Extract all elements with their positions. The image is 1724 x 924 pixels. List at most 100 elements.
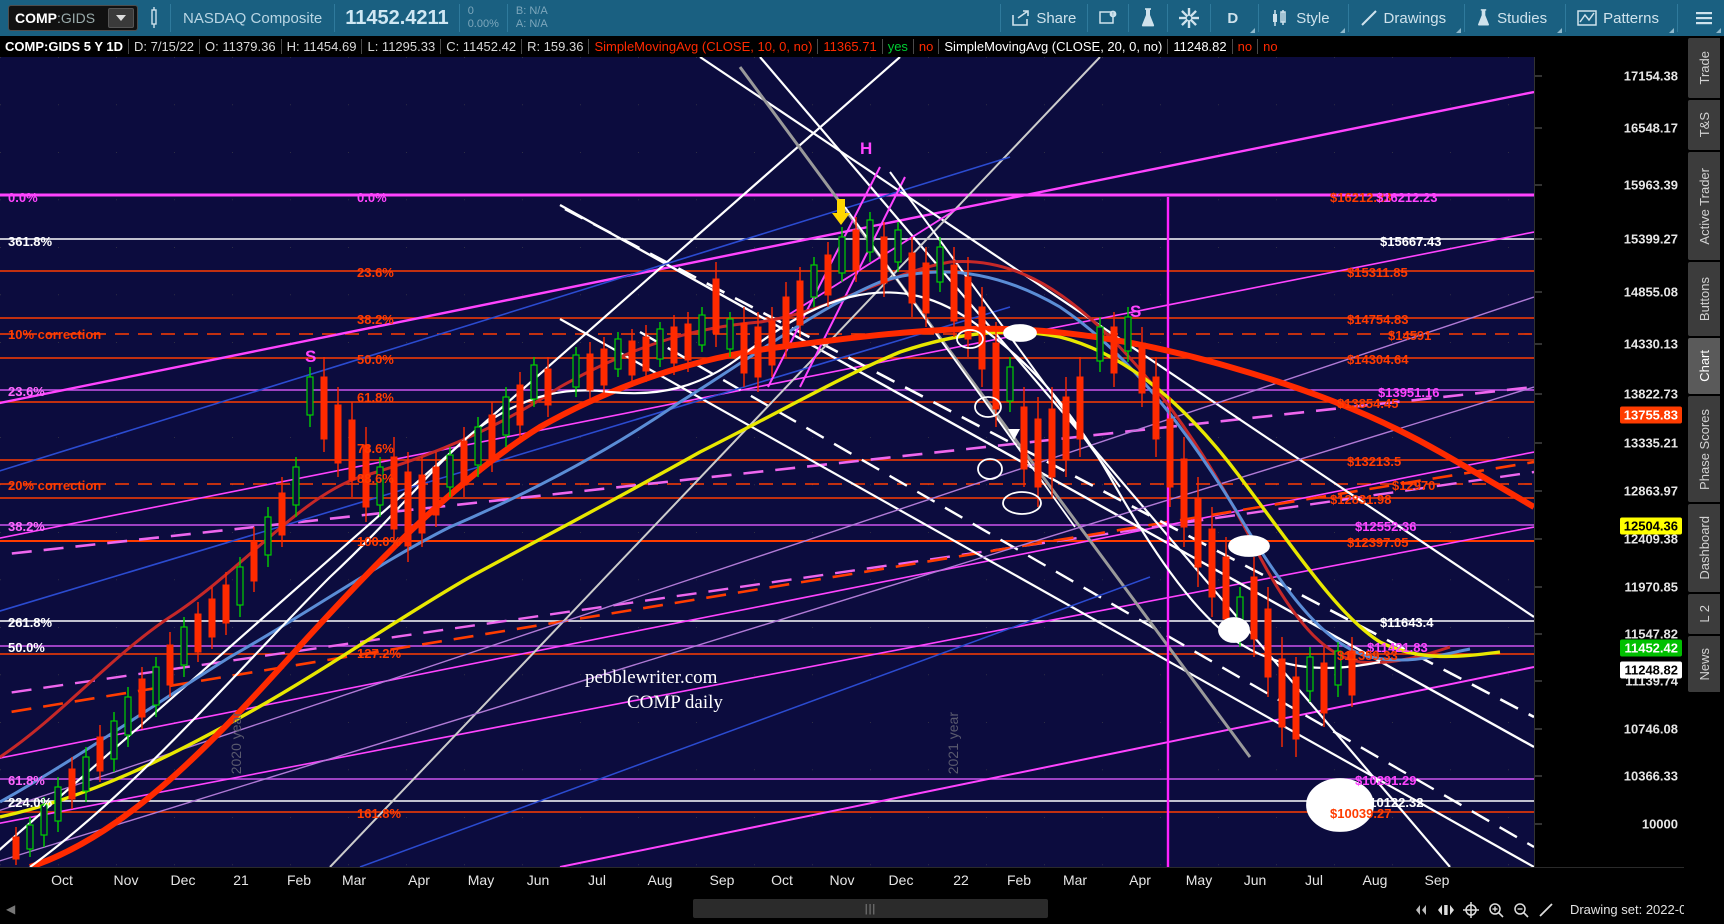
patterns-label: Patterns xyxy=(1603,9,1659,27)
rail-tab-trade[interactable]: Trade xyxy=(1688,38,1720,98)
divider xyxy=(1210,4,1212,32)
draw-line-icon[interactable] xyxy=(1537,901,1555,919)
ask-value: A: N/A xyxy=(515,18,548,30)
study-sma20-flag-2[interactable]: no xyxy=(1263,39,1278,54)
chevron-down-icon xyxy=(1456,28,1462,33)
last-price: 11452.4211 xyxy=(345,6,449,29)
timeframe-button[interactable]: D xyxy=(1211,0,1258,36)
settings-button[interactable] xyxy=(1168,0,1210,36)
price-tick-mark xyxy=(1535,633,1542,635)
chevron-down-icon xyxy=(1250,28,1256,33)
time-tick-label: Oct xyxy=(51,872,73,888)
fib-level-label: 261.8% xyxy=(8,615,53,630)
fib-level-label: 50.0% xyxy=(357,352,394,367)
divider xyxy=(1677,4,1678,32)
time-tick-label: Sep xyxy=(1424,872,1450,888)
time-tick-label: Jun xyxy=(526,872,550,888)
rail-tab-phase-scores[interactable]: Phase Scores xyxy=(1688,396,1720,502)
chart-bottom-tools[interactable]: Drawing set: 2022-0519 xyxy=(1412,895,1720,924)
right-tab-rail[interactable]: Trade T&S Active Trader Buttons Chart Phase S… xyxy=(1684,0,1724,924)
divider xyxy=(1128,4,1130,32)
divider xyxy=(128,39,129,54)
pan-icon[interactable] xyxy=(1462,901,1480,919)
price-level-label: $15667.43 xyxy=(1380,234,1442,249)
share-button[interactable]: Share xyxy=(1001,0,1087,36)
zoom-in-icon[interactable] xyxy=(1487,901,1505,919)
chart-scroll-track[interactable]: ◀ xyxy=(6,899,692,918)
scroll-left-arrow-icon[interactable]: ◀ xyxy=(6,902,16,916)
style-button[interactable]: Style xyxy=(1259,0,1347,36)
study-sma20-name[interactable]: SimpleMovingAvg (CLOSE, 20, 0, no) xyxy=(944,39,1163,54)
divider xyxy=(817,39,819,54)
study-sma10-flag-yes[interactable]: yes xyxy=(887,39,908,54)
expand-horizontal-icon[interactable] xyxy=(1437,901,1455,919)
symbol-input[interactable]: COMP :GIDS xyxy=(8,5,138,31)
price-plot[interactable]: 0.0% 361.8% 10% correction 23.6% 20% correct… xyxy=(0,57,1534,867)
alert-icon: ! xyxy=(1099,10,1117,26)
chart-scrollbar-thumb[interactable]: ||| xyxy=(693,899,1048,918)
divider xyxy=(881,39,883,54)
drawings-label: Drawings xyxy=(1383,9,1447,27)
rail-tab-t-s[interactable]: T&S xyxy=(1688,100,1720,150)
time-tick-label: Aug xyxy=(1362,872,1388,888)
price-tick-mark xyxy=(1535,728,1542,730)
fib-level-label: 38.2% xyxy=(8,519,45,534)
price-tick-label: 14855.08 xyxy=(1623,284,1678,300)
candle-tool-icon[interactable] xyxy=(138,0,170,36)
rail-tab-label: News xyxy=(1696,647,1712,681)
divider xyxy=(1347,4,1349,32)
price-level-label: $13213.5 xyxy=(1347,454,1402,469)
rail-tab-label: Buttons xyxy=(1696,276,1712,322)
rail-menu-button[interactable] xyxy=(1684,0,1724,36)
price-tick-label: 14330.13 xyxy=(1623,336,1678,352)
year-watermark: 2020 year xyxy=(228,712,244,775)
chart-container[interactable]: 0.0% 361.8% 10% correction 23.6% 20% correct… xyxy=(0,57,1724,867)
price-tick-label: 12863.97 xyxy=(1623,483,1678,499)
study-sma10-flag-no[interactable]: no xyxy=(918,39,934,54)
price-axis[interactable]: 17154.38 16548.17 15963.39 15399.27 14855.08… xyxy=(1534,57,1684,867)
symbol-dropdown-icon[interactable] xyxy=(108,8,134,28)
fib-level-label: 100.0% xyxy=(357,534,402,549)
time-axis[interactable]: Oct Nov Dec 21 Feb Mar Apr May Jun Jul Aug Sep Oct No… xyxy=(0,867,1684,895)
fib-level-label: 0.0% xyxy=(357,190,387,205)
time-tick-label: Feb xyxy=(1006,872,1032,888)
rail-tab-chart[interactable]: Chart xyxy=(1688,338,1720,394)
year-watermark: 2021 year xyxy=(945,712,961,775)
price-tick-label: 10000 xyxy=(1641,816,1678,832)
studies-flask-button[interactable] xyxy=(1129,0,1167,36)
drawings-button[interactable]: Drawings xyxy=(1349,0,1465,36)
time-tick-label: Feb xyxy=(286,872,312,888)
top-toolbar: COMP :GIDS NASDAQ Composite 11452.4211 0… xyxy=(0,0,1724,36)
change-percent: 0.00% xyxy=(467,18,499,30)
price-tick-label: 11547.82 xyxy=(1624,626,1678,642)
rail-tab-dashboard[interactable]: Dashboard xyxy=(1688,504,1720,592)
rail-tab-active-trader[interactable]: Active Trader xyxy=(1688,152,1720,260)
price-level-label: $13951.16 xyxy=(1378,385,1440,400)
watermark-line1: pebblewriter.com xyxy=(585,667,718,688)
price-tick-label: 13335.21 xyxy=(1623,435,1678,451)
divider xyxy=(170,4,171,32)
price-tick-label: 12409.38 xyxy=(1623,531,1678,547)
divider xyxy=(1167,4,1169,32)
divider xyxy=(521,39,523,54)
rail-tab-buttons[interactable]: Buttons xyxy=(1688,262,1720,336)
price-level-label: $13854.45 xyxy=(1337,396,1399,411)
price-tick-mark xyxy=(1535,538,1542,540)
style-label: Style xyxy=(1296,9,1330,27)
fib-level-label: 161.8% xyxy=(357,806,402,821)
price-tick-mark xyxy=(1535,393,1542,395)
time-tick-label: Dec xyxy=(170,872,196,888)
study-sma10-name[interactable]: SimpleMovingAvg (CLOSE, 10, 0, no) xyxy=(594,39,813,54)
price-badge: 11248.82 xyxy=(1620,661,1682,679)
zoom-out-icon[interactable] xyxy=(1512,901,1530,919)
alerts-button[interactable]: ! xyxy=(1088,0,1128,36)
step-left-icon[interactable] xyxy=(1412,901,1430,919)
rail-tabs[interactable]: Trade T&S Active Trader Buttons Chart Phase S… xyxy=(1684,38,1724,692)
studies-button[interactable]: Studies xyxy=(1465,0,1565,36)
rail-tab-news[interactable]: News xyxy=(1688,636,1720,692)
price-tick-mark xyxy=(1535,775,1542,777)
patterns-button[interactable]: Patterns xyxy=(1566,0,1677,36)
divider xyxy=(1231,39,1233,54)
rail-tab-l-2[interactable]: L 2 xyxy=(1688,594,1720,634)
study-sma20-flag-1[interactable]: no xyxy=(1237,39,1253,54)
